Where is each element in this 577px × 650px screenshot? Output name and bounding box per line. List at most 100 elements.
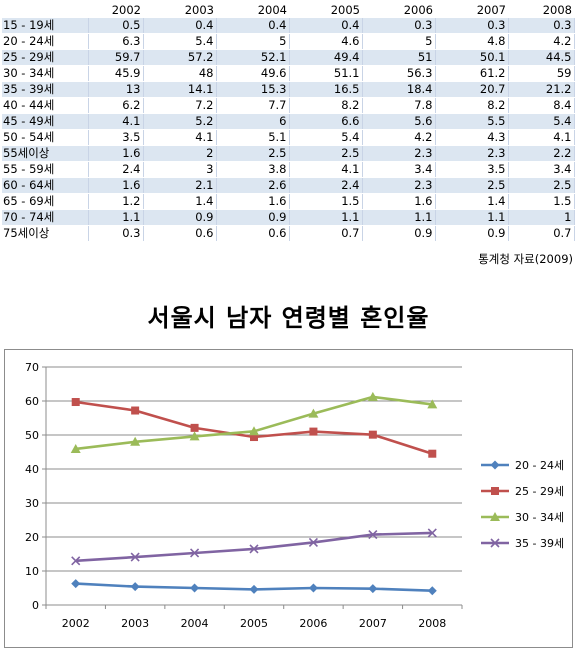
data-point	[309, 427, 318, 436]
legend-label: 25 - 29세	[515, 485, 564, 498]
data-point	[190, 548, 200, 558]
table-cell: 5.5	[435, 113, 509, 130]
table-corner-cell	[2, 2, 88, 18]
table-cell: 3.5	[435, 161, 509, 178]
table-row: 30 - 34세 45.9 48 49.6 51.1 56.3 61.2 59	[2, 65, 575, 82]
table-cell: 3.8	[216, 161, 290, 178]
x-tick-label: 2005	[240, 617, 268, 630]
y-tick-label: 20	[25, 531, 39, 544]
table-cell: 2.4	[289, 177, 363, 194]
table-cell: 5.4	[143, 33, 217, 50]
table-cell: 1.5	[289, 193, 363, 210]
table-cell: 4.1	[88, 113, 144, 130]
table-cell: 59	[508, 65, 575, 82]
chart-title: 서울시 남자 연령별 혼인율	[147, 304, 430, 332]
table-cell: 5.1	[216, 129, 290, 146]
data-point	[368, 584, 378, 594]
data-point	[130, 582, 140, 592]
table-cell: 5.6	[362, 113, 436, 130]
chart-frame	[4, 349, 573, 648]
table-row-label: 55 - 59세	[2, 161, 89, 178]
table-cell: 49.6	[216, 65, 290, 82]
table-row-label: 70 - 74세	[2, 209, 89, 226]
data-point	[368, 430, 377, 439]
data-point	[71, 398, 80, 407]
table-row: 65 - 69세 1.2 1.4 1.6 1.5 1.6 1.4 1.5	[2, 193, 575, 210]
data-point	[308, 583, 318, 593]
table-cell: 1.1	[362, 209, 436, 226]
x-tick-label: 2006	[299, 617, 327, 630]
y-tick-label: 60	[25, 395, 39, 408]
table-row: 35 - 39세 13 14.1 15.3 16.5 18.4 20.7 21.2	[2, 81, 575, 98]
table-cell: 2.5	[289, 145, 363, 162]
source-note: 통계청 자료(2009)	[478, 252, 573, 266]
table-row: 55 - 59세 2.4 3 3.8 4.1 3.4 3.5 3.4	[2, 161, 575, 178]
table-row-label: 60 - 64세	[2, 177, 89, 194]
table-cell: 1.6	[216, 193, 290, 210]
table-cell: 6.3	[88, 33, 144, 50]
table-cell: 2.3	[362, 145, 436, 162]
table-cell: 1.5	[508, 193, 575, 210]
table-row-label: 25 - 29세	[2, 49, 89, 66]
table-header-year: 2004	[216, 2, 289, 18]
table-cell: 44.5	[508, 49, 575, 66]
y-tick-label: 30	[25, 497, 39, 510]
table-cell: 49.4	[289, 49, 363, 66]
table-row-label: 35 - 39세	[2, 81, 89, 98]
table-cell: 20.7	[435, 81, 509, 98]
data-point	[190, 583, 200, 593]
table-cell: 15.3	[216, 81, 290, 98]
table-row: 15 - 19세 0.5 0.4 0.4 0.4 0.3 0.3 0.3	[2, 17, 575, 34]
data-point	[70, 443, 81, 453]
table-cell: 51.1	[289, 65, 363, 82]
table-row-label: 50 - 54세	[2, 129, 89, 146]
data-point	[189, 431, 200, 441]
data-point	[131, 406, 140, 415]
data-point	[368, 530, 378, 540]
table-header-row: 2002 2003 2004 2005 2006 2007 2008	[2, 2, 574, 18]
table-cell: 1.1	[435, 209, 509, 226]
table-cell: 4.1	[508, 129, 575, 146]
table-cell: 0.9	[362, 225, 436, 242]
y-tick-label: 50	[25, 429, 39, 442]
data-point	[130, 436, 141, 446]
table-cell: 0.6	[216, 225, 290, 242]
table-cell: 5	[216, 33, 290, 50]
table-cell: 2.1	[143, 177, 217, 194]
table-cell: 7.8	[362, 97, 436, 114]
table-cell: 2.6	[216, 177, 290, 194]
table-cell: 2	[143, 145, 217, 162]
table-header-year: 2002	[88, 2, 143, 18]
x-tick-label: 2002	[62, 617, 90, 630]
table-cell: 5.2	[143, 113, 217, 130]
table-cell: 1	[508, 209, 575, 226]
table-cell: 57.2	[143, 49, 217, 66]
data-point	[427, 586, 437, 596]
table-cell: 8.2	[289, 97, 363, 114]
table-row-label: 15 - 19세	[2, 17, 89, 34]
x-tick-label: 2003	[121, 617, 149, 630]
legend-marker	[491, 487, 499, 495]
table-cell: 3.5	[88, 129, 144, 146]
table-row: 40 - 44세 6.2 7.2 7.7 8.2 7.8 8.2 8.4	[2, 97, 575, 114]
table-row-label: 45 - 49세	[2, 113, 89, 130]
table-cell: 6.6	[289, 113, 363, 130]
table-cell: 8.4	[508, 97, 575, 114]
table-cell: 21.2	[508, 81, 575, 98]
data-point	[249, 544, 259, 554]
data-point	[190, 423, 199, 432]
table-row: 55세이상 1.6 2 2.5 2.5 2.3 2.3 2.2	[2, 145, 575, 162]
table-cell: 13	[88, 81, 144, 98]
data-point	[249, 584, 259, 594]
table-cell: 4.1	[289, 161, 363, 178]
table-cell: 7.2	[143, 97, 217, 114]
data-point	[130, 552, 140, 562]
table-cell: 6.2	[88, 97, 144, 114]
data-point	[249, 426, 259, 436]
table-cell: 0.4	[289, 17, 363, 34]
table-cell: 45.9	[88, 65, 144, 82]
table-cell: 1.2	[88, 193, 144, 210]
table-cell: 4.3	[435, 129, 509, 146]
table-cell: 0.9	[435, 225, 509, 242]
table-cell: 5.4	[289, 129, 363, 146]
